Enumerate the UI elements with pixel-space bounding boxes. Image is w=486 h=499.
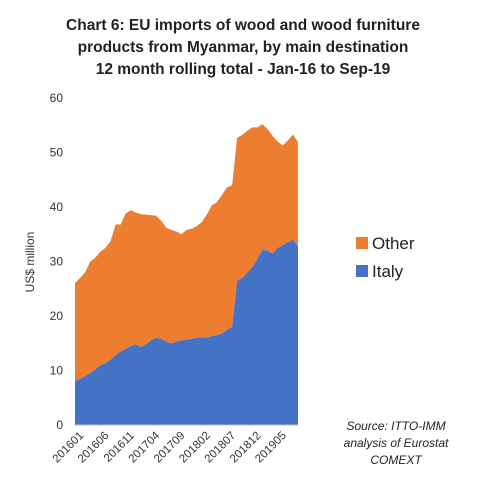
y-tick-label: 50 bbox=[50, 146, 64, 160]
y-axis-label: US$ million bbox=[23, 232, 37, 293]
legend: Other Italy bbox=[356, 234, 415, 281]
chart-title-line-3: 12 month rolling total - Jan-16 to Sep-1… bbox=[96, 61, 391, 78]
area-series-italy bbox=[75, 239, 298, 425]
legend-label-other: Other bbox=[372, 234, 415, 253]
legend-swatch-other bbox=[356, 237, 368, 249]
y-tick-label: 60 bbox=[50, 91, 64, 105]
source-line-3: COMEXT bbox=[370, 453, 423, 467]
plot-area bbox=[75, 124, 298, 425]
y-tick-label: 40 bbox=[50, 200, 64, 214]
chart-title-line-1: Chart 6: EU imports of wood and wood fur… bbox=[66, 17, 420, 34]
chart-title: Chart 6: EU imports of wood and wood fur… bbox=[66, 17, 420, 78]
source-line-2: analysis of Eurostat bbox=[344, 436, 449, 450]
y-axis-ticks: 0 10 20 30 40 50 60 bbox=[50, 91, 64, 432]
legend-label-italy: Italy bbox=[372, 262, 404, 281]
chart-title-line-2: products from Myanmar, by main destinati… bbox=[78, 39, 409, 56]
y-tick-label: 0 bbox=[56, 418, 63, 432]
legend-swatch-italy bbox=[356, 265, 368, 277]
area-series-other bbox=[75, 124, 298, 382]
x-axis-ticks: 2016012016062016112017042017092018022018… bbox=[51, 429, 289, 465]
y-tick-label: 30 bbox=[50, 255, 64, 269]
y-tick-label: 20 bbox=[50, 309, 64, 323]
source-note: Source: ITTO-IMM analysis of Eurostat CO… bbox=[344, 419, 449, 467]
y-tick-label: 10 bbox=[50, 364, 64, 378]
source-line-1: Source: ITTO-IMM bbox=[346, 419, 445, 433]
